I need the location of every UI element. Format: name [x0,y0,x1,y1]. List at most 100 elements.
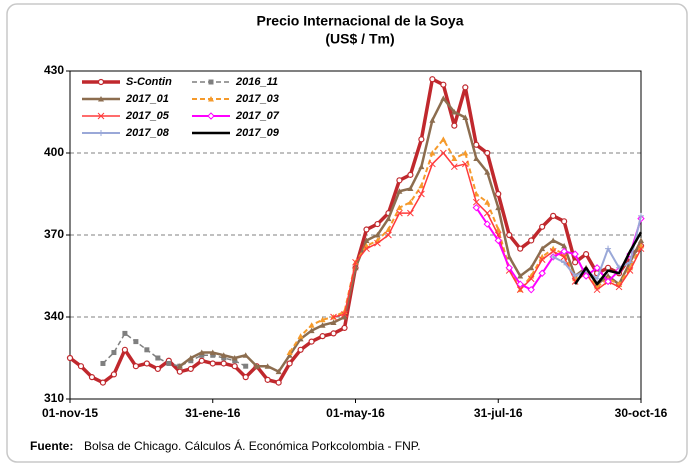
marker [407,171,414,178]
source-text: Bolsa de Chicago. Cálculos Á. Económica … [84,438,421,453]
marker [483,220,491,228]
marker [155,355,161,361]
marker [560,247,568,256]
marker [495,190,502,198]
marker [319,333,326,340]
marker [627,259,634,266]
marker [319,322,326,328]
series-line [574,231,643,286]
marker [484,169,491,175]
series-line [475,207,642,291]
marker [176,363,183,369]
marker [198,357,205,364]
marker [550,212,557,219]
marker [527,285,535,294]
marker [77,363,85,370]
marker [209,349,216,356]
marker [605,245,612,252]
marker [187,365,194,373]
marker [538,269,546,277]
marker [330,319,337,325]
marker [396,209,403,217]
legend-label: 2017_01 [125,93,169,105]
legend-label: 2017_05 [125,110,170,122]
marker [275,368,282,375]
marker [429,150,436,156]
marker [208,96,214,102]
marker [330,330,337,337]
legend-label: S-Contin [126,76,172,88]
marker [528,237,535,244]
marker [494,236,502,245]
marker [440,136,447,142]
marker [363,226,370,233]
marker [66,354,74,362]
y-tick-label: 310 [44,391,64,405]
legend-label: 2016_11 [235,76,278,88]
marker [297,333,304,339]
marker [429,76,436,83]
x-tick-label: 30-oct-16 [615,406,668,420]
marker [560,253,568,261]
marker [374,220,381,228]
marker [144,347,150,353]
marker [188,358,194,364]
marker [638,237,644,243]
y-tick-label: 400 [44,145,64,159]
marker [626,267,634,274]
marker [297,346,304,353]
marker [110,371,118,378]
marker [593,286,601,294]
marker [462,150,469,156]
marker [604,277,612,286]
marker [594,275,601,282]
marker [473,141,480,148]
marker [221,355,227,361]
marker [472,203,480,212]
marker [385,215,392,222]
marker [571,250,579,258]
marker [418,163,425,170]
marker [396,177,403,184]
y-tick-label: 430 [44,63,64,77]
marker [396,188,403,194]
marker [243,363,249,369]
marker [527,275,535,283]
marker [461,160,469,168]
marker [407,199,414,205]
chart-title: Precio Internacional de la Soya [257,13,464,29]
marker [374,232,381,238]
marker [440,81,447,88]
marker [572,273,579,279]
marker [97,112,105,120]
marker [99,379,107,386]
marker [539,223,546,230]
marker [275,379,282,386]
marker [418,190,425,198]
marker [210,352,216,358]
marker [242,374,249,381]
y-tick-label: 370 [44,227,64,241]
marker [473,155,480,161]
marker [495,204,502,211]
marker [220,352,227,358]
marker [572,259,579,266]
plot-border [69,70,642,400]
marker [253,363,260,369]
marker [231,363,238,370]
x-tick-label: 31-jul-16 [474,406,523,420]
marker [330,313,337,321]
marker [122,330,128,336]
chart-subtitle: (US$ / Tm) [325,31,394,47]
marker [286,349,293,356]
marker [506,231,513,239]
marker [199,352,205,358]
marker [506,253,513,260]
legend-label: 2017_08 [125,127,170,139]
marker [98,130,104,136]
marker [264,376,271,383]
marker [516,280,524,288]
marker [517,273,524,279]
marker [539,245,546,252]
marker [472,198,480,206]
